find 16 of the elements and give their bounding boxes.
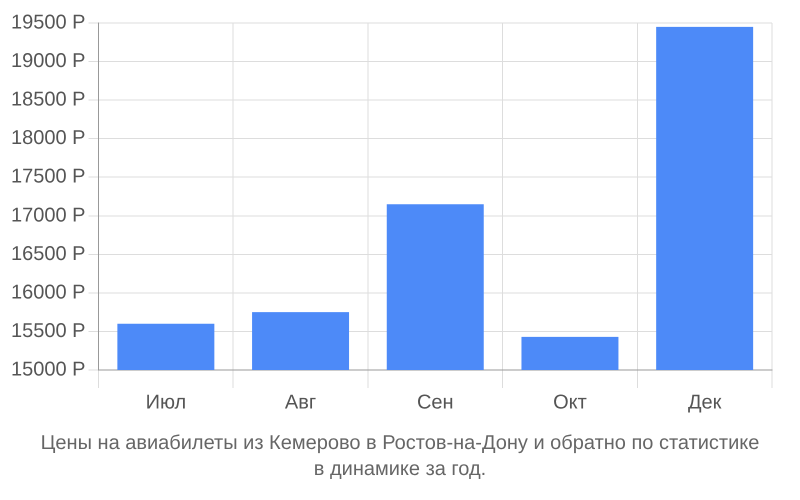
x-tick-label: Авг bbox=[284, 392, 316, 414]
text: Цены на авиабилеты из Кемерово в Ростов-на-Дону и обратно по статистике в динамике за год. bbox=[40, 431, 760, 482]
y-tick-label: 18500 Р bbox=[10, 88, 86, 111]
y-tick-label: 15000 Р bbox=[10, 358, 86, 381]
y-tick-label: 17000 Р bbox=[10, 204, 86, 226]
y-tick-label: 19000 Р bbox=[10, 50, 86, 72]
x-tick-label: Июл bbox=[146, 392, 186, 414]
y-tick-label: 18000 Р bbox=[10, 127, 86, 150]
x-tick-label: Окт bbox=[553, 392, 587, 414]
x-tick-label: Дек bbox=[688, 392, 722, 414]
y-tick-label: 19500 Р bbox=[10, 12, 86, 34]
y-tick-label: 16000 Р bbox=[10, 281, 86, 304]
y-tick-label: 15500 Р bbox=[10, 320, 86, 342]
y-tick-label: 17500 Р bbox=[10, 166, 86, 188]
y-tick-label: 16500 Р bbox=[10, 242, 86, 265]
x-tick-label: Сен bbox=[416, 392, 454, 414]
